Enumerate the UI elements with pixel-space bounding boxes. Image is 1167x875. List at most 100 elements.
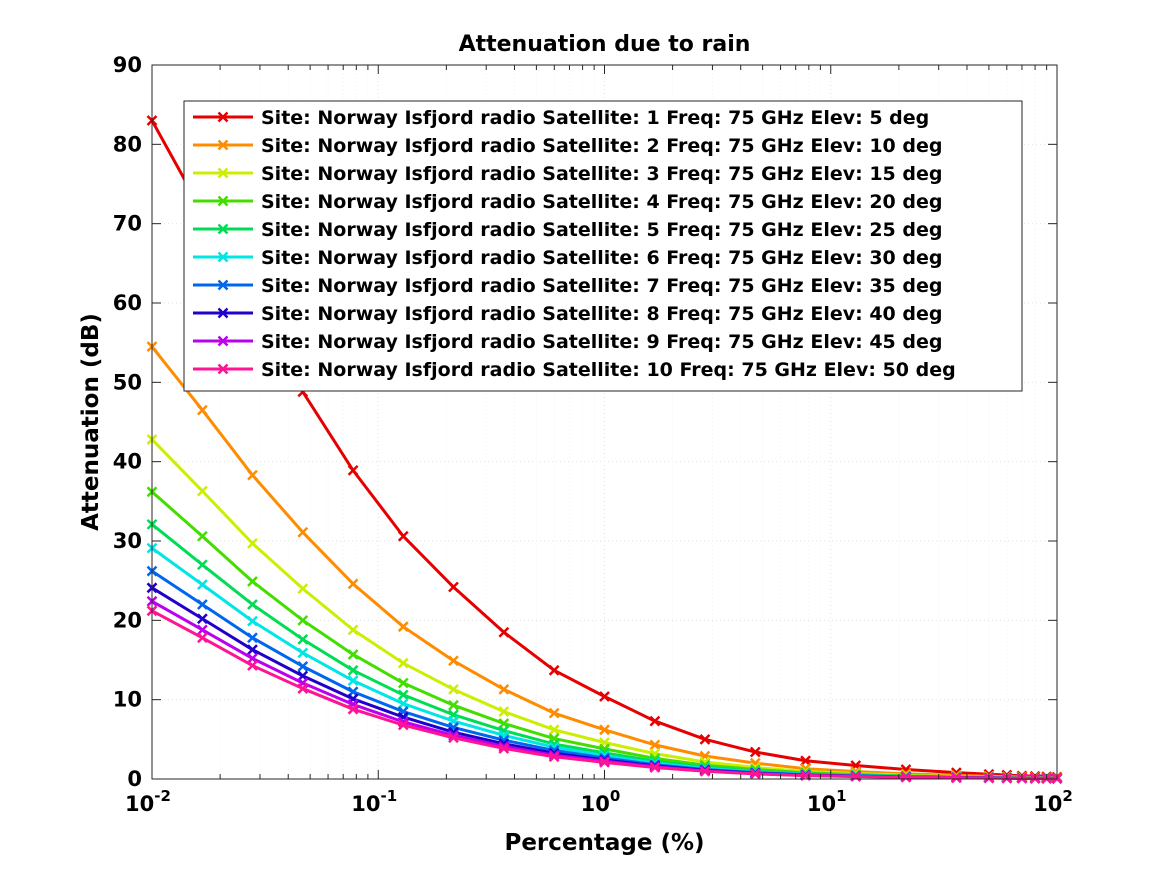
data-point: [397, 530, 409, 542]
legend-label: Site: Norway Isfjord radio Satellite: 10…: [261, 359, 956, 381]
legend-marker: [217, 111, 229, 123]
legend-label: Site: Norway Isfjord radio Satellite: 4 …: [261, 191, 942, 213]
data-point: [247, 599, 258, 610]
legend-box: [183, 100, 1023, 392]
data-point: [448, 581, 459, 593]
legend-entry: Site: Norway Isfjord radio Satellite: 3 …: [193, 163, 942, 185]
data-point: [397, 698, 409, 710]
legend-label: Site: Norway Isfjord radio Satellite: 2 …: [261, 135, 942, 157]
data-point: [548, 724, 560, 736]
data-point: [297, 683, 309, 694]
x-axis-label: Percentage (%): [504, 830, 704, 856]
legend-entry: Site: Norway Isfjord radio Satellite: 6 …: [193, 247, 942, 269]
legend-entry: Site: Norway Isfjord radio Satellite: 9 …: [193, 331, 942, 353]
data-point: [247, 469, 258, 481]
x-tick-label: 10-2: [125, 787, 171, 816]
series-group: [146, 115, 1063, 784]
data-point: [800, 755, 811, 767]
data-point: [347, 649, 359, 660]
data-point: [247, 615, 258, 627]
y-tick-label: 30: [113, 529, 142, 553]
data-point: [448, 683, 459, 695]
legend-label: Site: Norway Isfjord radio Satellite: 8 …: [261, 303, 942, 325]
data-point: [649, 762, 661, 773]
legend-marker: [217, 195, 229, 207]
tick-group: 0 10 20 30 40 50 60 70 80 90 10-2 10-1 100 101 102: [113, 53, 1073, 816]
legend-marker: [217, 307, 229, 319]
legend-label: Site: Norway Isfjord radio Satellite: 3 …: [261, 163, 942, 185]
data-point: [397, 657, 409, 669]
legend-entry: Site: Norway Isfjord radio Satellite: 7 …: [193, 275, 942, 297]
x-tick-label: 102: [1033, 787, 1073, 816]
data-point: [498, 626, 510, 638]
data-point: [197, 624, 208, 636]
data-point: [498, 743, 510, 754]
data-point: [247, 537, 258, 549]
data-point: [297, 660, 309, 672]
data-point: [347, 664, 359, 676]
data-point: [548, 707, 560, 719]
data-point: [197, 599, 208, 610]
data-point: [397, 689, 409, 701]
legend-entry: Site: Norway Isfjord radio Satellite: 5 …: [193, 219, 942, 241]
legend: Site: Norway Isfjord radio Satellite: 1 …: [183, 100, 1023, 392]
data-point: [297, 647, 309, 659]
legend-marker: [217, 167, 229, 179]
data-point: [448, 655, 459, 667]
data-point: [649, 739, 661, 751]
legend-label: Site: Norway Isfjord radio Satellite: 7 …: [261, 275, 942, 297]
legend-label: Site: Norway Isfjord radio Satellite: 9 …: [261, 331, 942, 353]
legend-entry: Site: Norway Isfjord radio Satellite: 8 …: [193, 303, 942, 325]
legend-marker: [217, 139, 229, 151]
legend-entry: Site: Norway Isfjord radio Satellite: 1 …: [193, 107, 929, 129]
legend-entry: Site: Norway Isfjord radio Satellite: 10…: [193, 359, 956, 381]
y-tick-label: 60: [113, 291, 142, 315]
data-point: [599, 691, 610, 702]
y-tick-label: 90: [113, 53, 142, 77]
data-point: [850, 771, 862, 782]
data-point: [397, 621, 409, 633]
data-point: [197, 530, 208, 542]
y-tick-label: 20: [113, 608, 142, 632]
data-point: [950, 772, 962, 784]
data-point: [347, 624, 359, 636]
data-point: [397, 719, 409, 731]
data-point: [197, 579, 208, 591]
data-point: [247, 632, 258, 644]
legend-label: Site: Norway Isfjord radio Satellite: 5 …: [261, 219, 942, 241]
y-tick-label: 0: [127, 767, 142, 791]
data-point: [498, 683, 510, 695]
data-point: [347, 703, 359, 715]
data-point: [197, 559, 208, 571]
data-point: [900, 771, 912, 783]
legend-marker: [217, 251, 229, 263]
legend-entry: Site: Norway Isfjord radio Satellite: 4 …: [193, 191, 942, 213]
data-point: [599, 756, 610, 768]
data-point: [297, 526, 309, 538]
data-point: [699, 765, 711, 777]
data-point: [197, 632, 208, 644]
data-point: [197, 613, 208, 625]
y-tick-label: 40: [113, 450, 142, 474]
data-point: [197, 485, 208, 497]
legend-marker: [217, 279, 229, 291]
chart-title: Attenuation due to rain: [459, 32, 751, 57]
data-point: [197, 404, 208, 416]
data-point: [749, 768, 761, 780]
data-point: [247, 576, 258, 587]
legend-marker: [217, 335, 229, 347]
data-point: [548, 664, 560, 676]
data-point: [397, 677, 409, 689]
data-point: [548, 751, 560, 763]
x-tick-label: 10-1: [351, 787, 397, 816]
y-tick-label: 50: [113, 370, 142, 394]
data-point: [297, 614, 309, 626]
data-point: [347, 578, 359, 590]
data-point: [247, 644, 258, 656]
data-point: [498, 706, 510, 717]
legend-entry: Site: Norway Isfjord radio Satellite: 2 …: [193, 135, 942, 157]
y-tick-label: 70: [113, 212, 142, 236]
y-tick-label: 10: [113, 688, 142, 712]
data-point: [699, 733, 711, 745]
